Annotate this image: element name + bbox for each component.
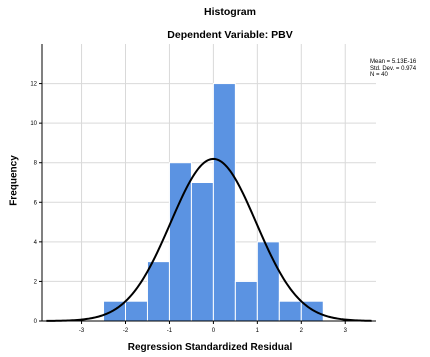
x-tick-label-2: -1 [167, 328, 173, 334]
x-tick-label-3: 0 [212, 328, 216, 334]
x-tick-label-4: 1 [256, 328, 260, 334]
histogram-bar-4 [190, 182, 214, 322]
y-tick-label-0: 0 [34, 319, 38, 325]
x-tick-label-6: 3 [344, 328, 348, 334]
chart-subtitle: Dependent Variable: PBV [167, 29, 293, 41]
stats-legend: Mean = 5.13E-16 Std. Dev. = 0.974 N = 40 [370, 59, 416, 79]
y-tick-label-6: 12 [30, 82, 37, 88]
y-tick-label-4: 8 [34, 161, 38, 167]
histogram-bar-1 [125, 300, 148, 322]
histogram-bar-8 [278, 300, 302, 322]
y-tick-label-3: 6 [34, 200, 38, 206]
normal-curve [46, 157, 372, 322]
histogram-bar-7 [256, 241, 280, 322]
y-tick-label-1: 2 [34, 279, 38, 285]
x-tick-label-1: -2 [123, 328, 129, 334]
y-axis-label: Frequency [8, 155, 20, 206]
histogram-bar-5 [212, 83, 236, 322]
histogram-bar-2 [146, 261, 170, 322]
x-tick-label-5: 2 [300, 328, 304, 334]
y-tick-label-2: 4 [34, 240, 38, 246]
stats-n: N = 40 [370, 72, 388, 78]
x-axis-label: Regression Standardized Residual [127, 342, 293, 353]
y-tick-label-5: 10 [30, 121, 37, 127]
stats-std-dev: Std. Dev. = 0.974 [370, 65, 417, 72]
histogram-bar-6 [234, 280, 258, 322]
x-tick-label-0: -3 [79, 328, 85, 334]
stats-mean: Mean = 5.13E-16 [370, 59, 417, 65]
axes [39, 44, 376, 324]
chart-title: Histogram [204, 6, 256, 18]
gridlines [42, 44, 376, 321]
normal-curve-layer [46, 157, 372, 322]
